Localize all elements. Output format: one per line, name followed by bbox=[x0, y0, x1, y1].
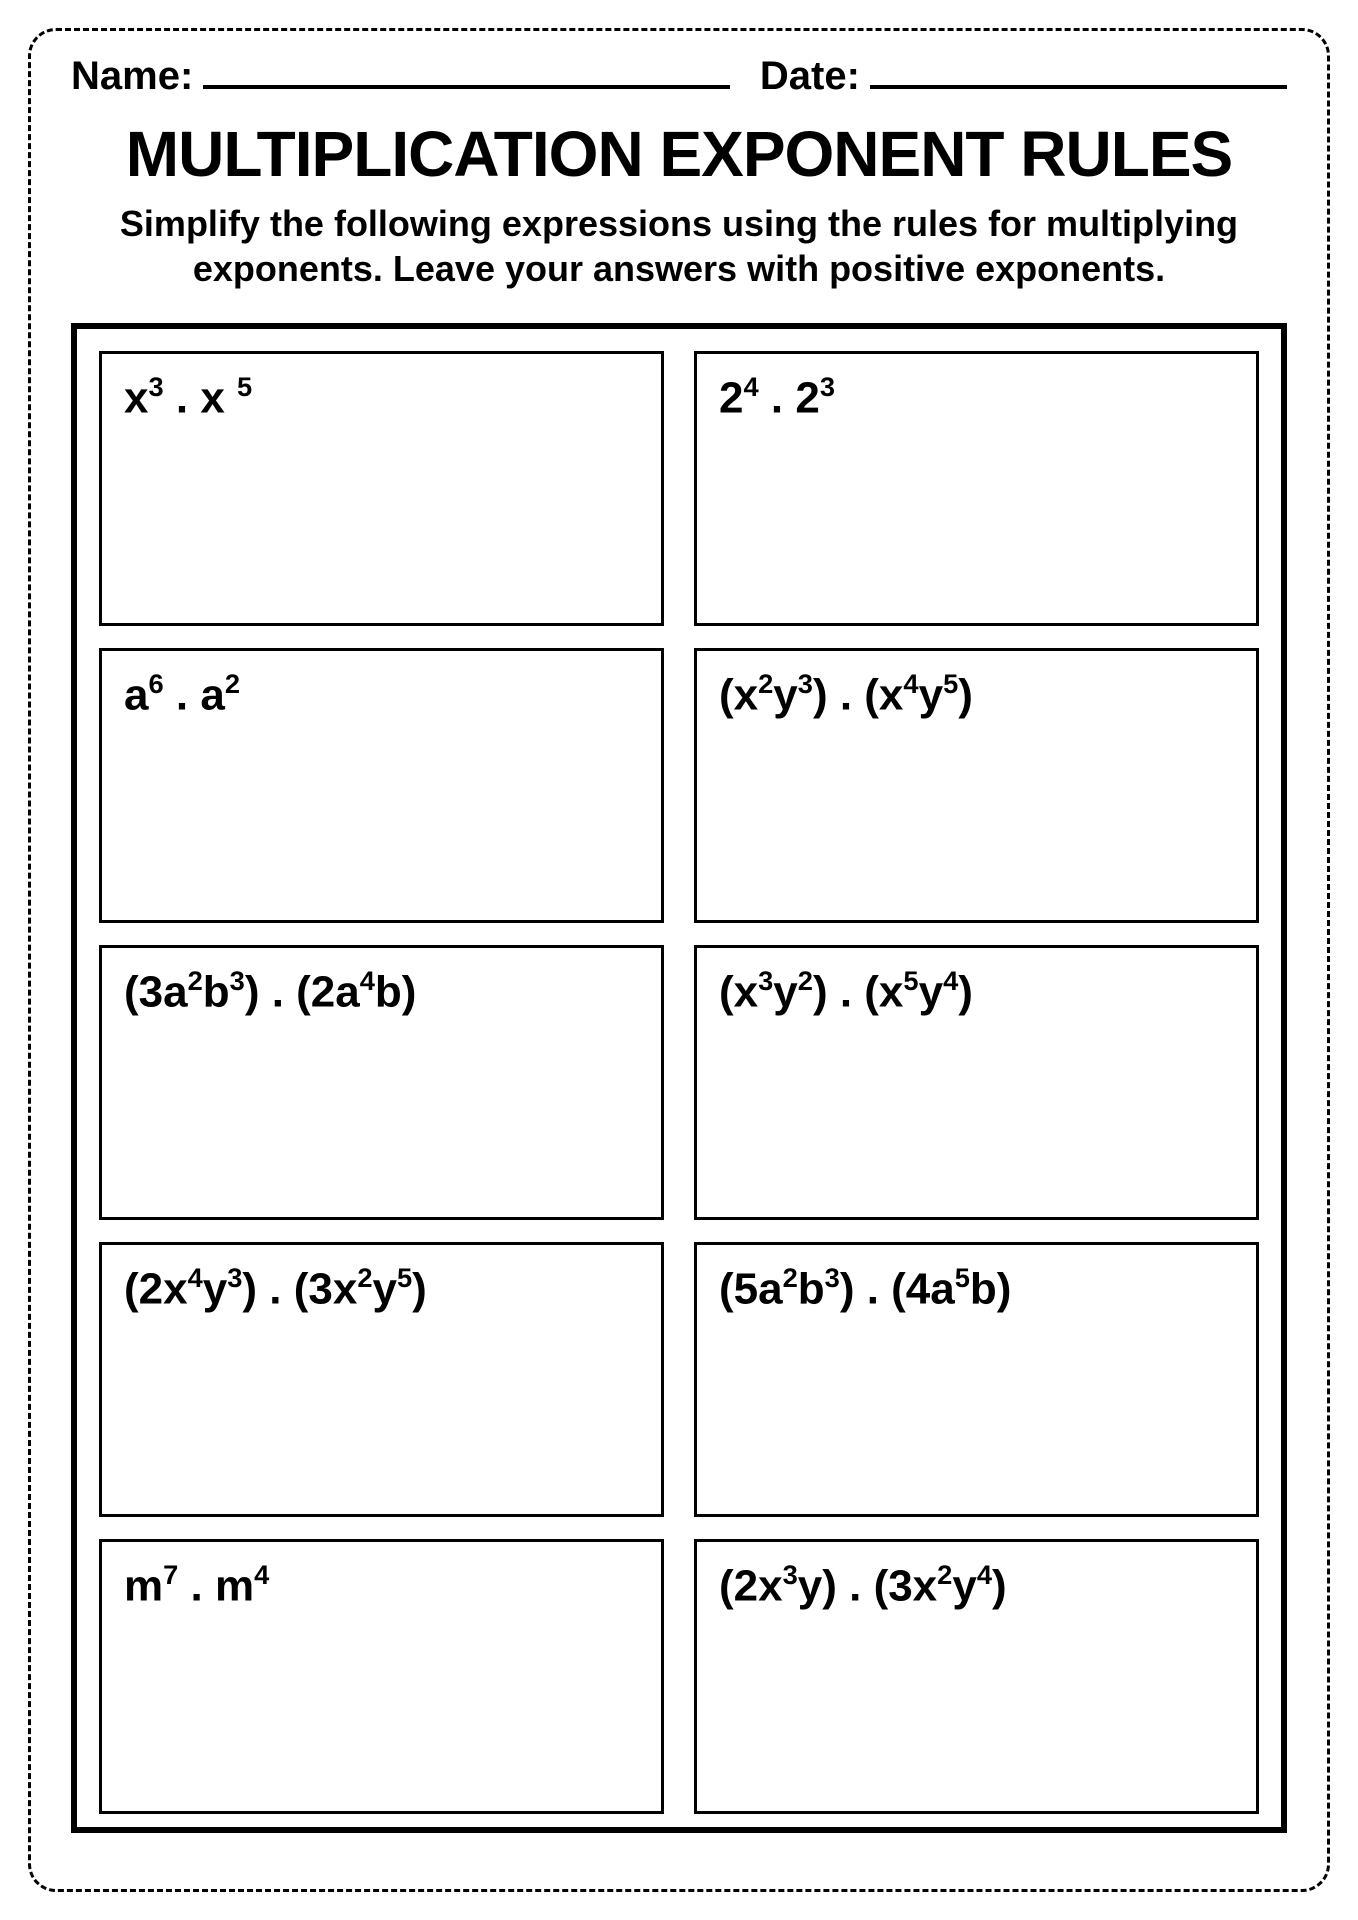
date-label: Date: bbox=[760, 54, 860, 99]
page-subtitle: Simplify the following expressions using… bbox=[71, 201, 1287, 291]
date-input-line[interactable] bbox=[870, 51, 1287, 89]
page-frame: Name: Date: MULTIPLICATION EXPONENT RULE… bbox=[28, 28, 1330, 1892]
name-block: Name: bbox=[71, 51, 730, 99]
problem-cell: 24 . 23 bbox=[694, 351, 1259, 626]
problem-cell: (5a2b3) . (4a5b) bbox=[694, 1242, 1259, 1517]
name-label: Name: bbox=[71, 54, 193, 99]
problem-cell: (x2y3) . (x4y5) bbox=[694, 648, 1259, 923]
problem-cell: m7 . m4 bbox=[99, 1539, 664, 1814]
name-input-line[interactable] bbox=[203, 51, 730, 89]
problem-cell: (2x4y3) . (3x2y5) bbox=[99, 1242, 664, 1517]
date-block: Date: bbox=[760, 51, 1287, 99]
problems-grid: x3 . x 5 24 . 23 a6 . a2 (x2y3) . (x4y5)… bbox=[99, 351, 1259, 1805]
problem-cell: (2x3y) . (3x2y4) bbox=[694, 1539, 1259, 1814]
problems-grid-outer: x3 . x 5 24 . 23 a6 . a2 (x2y3) . (x4y5)… bbox=[71, 323, 1287, 1833]
page-title: MULTIPLICATION EXPONENT RULES bbox=[71, 117, 1287, 191]
problem-cell: (3a2b3) . (2a4b) bbox=[99, 945, 664, 1220]
problem-cell: a6 . a2 bbox=[99, 648, 664, 923]
header-row: Name: Date: bbox=[71, 51, 1287, 99]
problem-cell: (x3y2) . (x5y4) bbox=[694, 945, 1259, 1220]
problem-cell: x3 . x 5 bbox=[99, 351, 664, 626]
